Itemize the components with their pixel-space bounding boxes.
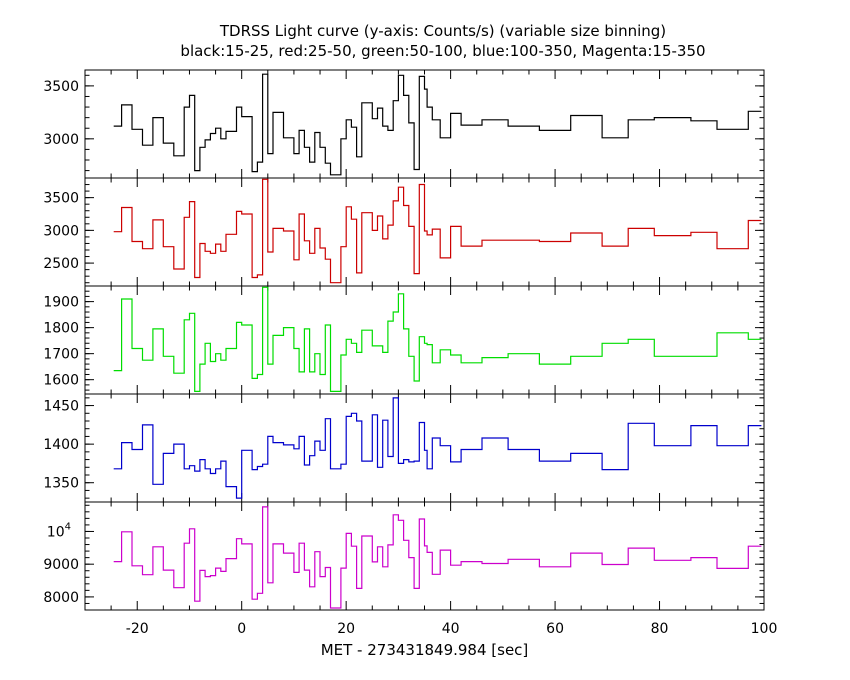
panel-1: 3000 3500 — [43, 69, 765, 179]
series-line-3 — [113, 286, 762, 392]
panel-frame — [84, 501, 765, 611]
series-line-5 — [113, 506, 762, 609]
y-tick-label: 1600 — [43, 373, 79, 389]
series-line-1 — [113, 73, 762, 176]
panel-4: 1350 1400 1450 — [43, 393, 765, 503]
x-tick-label: 0 — [237, 621, 246, 637]
y-tick-label: 1400 — [43, 437, 79, 453]
y-tick-label: 1900 — [43, 295, 79, 311]
y-tick-label: 1800 — [43, 321, 79, 337]
y-tick-label: 1350 — [43, 476, 79, 492]
y-tick-label: 104 — [47, 521, 71, 540]
chart-subtitle: black:15-25, red:25-50, green:50-100, bl… — [180, 42, 706, 60]
x-tick-label: -20 — [126, 621, 149, 637]
x-tick-label: 60 — [546, 621, 564, 637]
y-tick-label: 2500 — [43, 256, 79, 272]
panel-3: 1600 1700 1800 1900 — [43, 285, 765, 395]
y-tick-label: 3500 — [43, 79, 79, 95]
y-tick-label: 3000 — [43, 223, 79, 239]
panel-2: 2500 3000 3500 — [43, 177, 765, 287]
chart-title: TDRSS Light curve (y-axis: Counts/s) (va… — [219, 22, 667, 40]
y-tick-label: 1700 — [43, 347, 79, 363]
series-line-4 — [113, 397, 762, 499]
x-tick-label: 100 — [751, 621, 778, 637]
panel-5: 8000 9000 104 — [43, 501, 765, 611]
y-tick-label: 3000 — [43, 132, 79, 148]
y-tick-label: 8000 — [43, 590, 79, 606]
y-tick-label: 3500 — [43, 191, 79, 207]
y-tick-label: 9000 — [43, 557, 79, 573]
x-tick-label: 40 — [442, 621, 460, 637]
x-tick-label: 80 — [651, 621, 669, 637]
y-tick-label: 1450 — [43, 399, 79, 415]
x-tick-label: 20 — [337, 621, 355, 637]
x-axis-label: MET - 273431849.984 [sec] — [321, 641, 529, 659]
series-line-2 — [113, 178, 762, 284]
